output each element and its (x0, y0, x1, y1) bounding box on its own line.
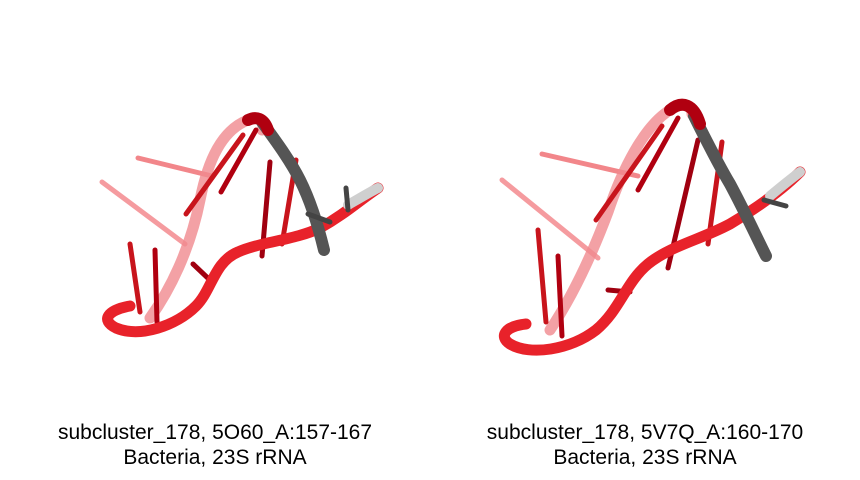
base-r2 (555, 253, 565, 339)
base-3 (183, 132, 246, 217)
rna-structure-left (99, 112, 384, 337)
caption-right-line2: Bacteria, 23S rRNA (553, 446, 737, 469)
gray-strand-right (688, 110, 772, 262)
base-faint-2 (99, 179, 188, 247)
caption-left-line2: Bacteria, 23S rRNA (123, 446, 307, 469)
caption-right-line1: subcluster_178, 5V7Q_A:160-170 (486, 421, 804, 444)
base-4 (218, 127, 259, 195)
base-faint-1 (135, 155, 215, 179)
caption-right: subcluster_178, 5V7Q_A:160-170 Bacteria,… (430, 420, 860, 470)
strand-front-left (102, 182, 384, 337)
red-cap-left (242, 112, 274, 136)
base-r1 (535, 227, 549, 325)
panel-left: subcluster_178, 5O60_A:157-167 Bacteria,… (0, 112, 430, 470)
panel-right: subcluster_178, 5V7Q_A:160-170 Bacteria,… (430, 0, 860, 480)
gray-strand-left (256, 116, 330, 256)
gray-base-right-1 (761, 197, 789, 209)
base-1 (127, 241, 143, 315)
base-2 (152, 247, 160, 325)
caption-left: subcluster_178, 5O60_A:157-167 Bacteria,… (0, 420, 430, 470)
red-cap-right (664, 98, 706, 130)
caption-left-line1: subcluster_178, 5O60_A:157-167 (57, 421, 373, 444)
gray-base-left-2 (305, 211, 333, 225)
base-r4 (635, 115, 681, 193)
base-r3 (593, 123, 665, 223)
gray-base-left-1 (343, 185, 351, 213)
base-faint-r2 (499, 177, 601, 261)
light-tail-left (343, 183, 383, 210)
light-tail-right (765, 167, 805, 201)
rna-structure-right (499, 98, 806, 356)
